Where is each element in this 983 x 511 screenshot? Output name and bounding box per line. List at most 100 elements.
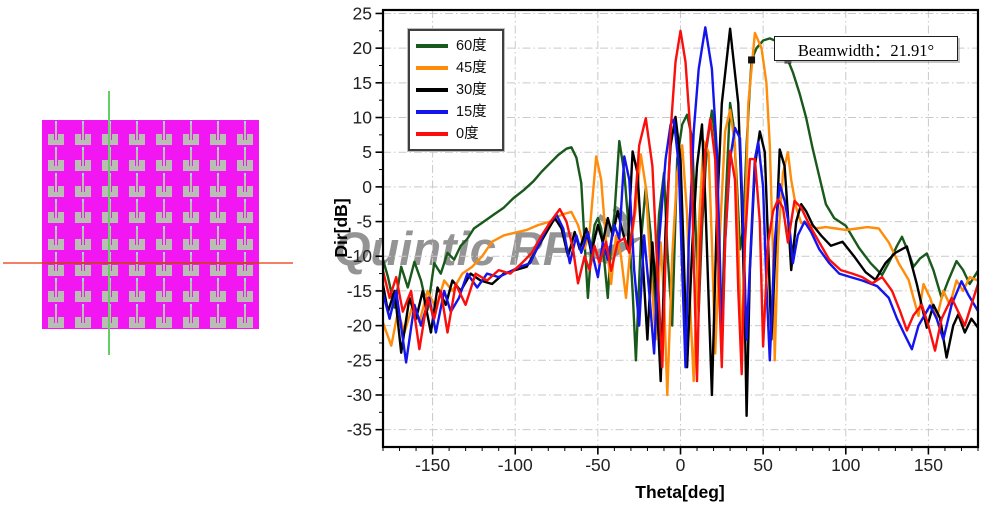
- patch-element: [178, 146, 205, 172]
- y-tick-label: 5: [362, 142, 372, 162]
- patch-element: [232, 225, 259, 251]
- legend-item: 30度: [416, 83, 496, 98]
- patch-element: [151, 251, 178, 277]
- y-tick-label: 15: [353, 73, 372, 93]
- y-tick-label: -30: [347, 385, 373, 405]
- x-axis-title: Theta[deg]: [635, 482, 724, 502]
- patch-element: [205, 120, 232, 146]
- patch-element: [123, 120, 150, 146]
- patch-element: [232, 172, 259, 198]
- patch-element: [232, 251, 259, 277]
- y-tick-label: -20: [347, 316, 373, 336]
- patch-element: [178, 277, 205, 303]
- patch-element: [123, 225, 150, 251]
- patch-element: [232, 303, 259, 329]
- y-tick-label: -10: [347, 246, 373, 266]
- curve-0度: [383, 29, 978, 383]
- y-tick-label: -15: [347, 281, 372, 301]
- patch-element: [69, 120, 96, 146]
- patch-element: [178, 198, 205, 224]
- patch-element: [178, 172, 205, 198]
- watermark-text: Quintic RF: [334, 222, 572, 275]
- legend-swatch: [416, 110, 448, 114]
- legend-swatch: [416, 66, 448, 70]
- patch-element: [232, 277, 259, 303]
- patch-element: [178, 251, 205, 277]
- legend-item: 45度: [416, 61, 496, 76]
- beamwidth-annotation: Beamwidth：21.91°: [774, 36, 958, 61]
- x-tick-label: -100: [498, 455, 533, 475]
- patch-element: [69, 303, 96, 329]
- patch-element: [42, 120, 69, 146]
- patch-element: [151, 120, 178, 146]
- beamwidth-marker: [748, 56, 756, 64]
- patch-element: [178, 225, 205, 251]
- patch-element: [42, 172, 69, 198]
- y-tick-label: 10: [353, 108, 373, 128]
- x-tick-label: 50: [753, 455, 773, 475]
- y-axis-title: Dir[dB]: [331, 198, 351, 257]
- patch-element: [123, 198, 150, 224]
- legend-swatch: [416, 132, 448, 136]
- array-substrate: [42, 120, 259, 329]
- patch-element: [69, 251, 96, 277]
- x-tick-label: -50: [585, 455, 611, 475]
- y-tick-label: -25: [347, 350, 372, 370]
- patch-element: [69, 198, 96, 224]
- patch-element: [42, 303, 69, 329]
- patch-element: [42, 225, 69, 251]
- patch-element: [123, 146, 150, 172]
- patch-element: [205, 198, 232, 224]
- patch-element: [151, 303, 178, 329]
- legend-item: 60度: [416, 39, 496, 54]
- x-tick-label: 100: [831, 455, 860, 475]
- patch-element: [205, 277, 232, 303]
- patch-element: [123, 172, 150, 198]
- patch-element: [42, 198, 69, 224]
- patch-element: [205, 146, 232, 172]
- patch-element: [123, 277, 150, 303]
- curve-45度: [383, 31, 978, 397]
- legend-swatch: [416, 88, 448, 92]
- radiation-pattern-chart: -150 -100 -50 0 50 100 1502520151050-5-10-15-2…: [331, 3, 980, 502]
- patch-element: [69, 225, 96, 251]
- patch-element: [178, 303, 205, 329]
- y-tick-label: -5: [356, 212, 372, 232]
- y-tick-label: 0: [362, 177, 372, 197]
- patch-element: [151, 172, 178, 198]
- legend-label: 30度: [456, 81, 487, 98]
- patch-element: [42, 277, 69, 303]
- patch-element: [151, 277, 178, 303]
- legend-label: 60度: [456, 37, 487, 54]
- patch-element: [69, 172, 96, 198]
- patch-element: [69, 146, 96, 172]
- patch-element: [205, 225, 232, 251]
- x-tick-label: 150: [914, 455, 943, 475]
- y-tick-label: -35: [347, 420, 372, 440]
- patch-element: [42, 146, 69, 172]
- patch-element: [232, 146, 259, 172]
- patch-element: [205, 172, 232, 198]
- patch-element: [151, 198, 178, 224]
- patch-element: [178, 120, 205, 146]
- patch-element: [151, 146, 178, 172]
- x-tick-label: -150: [415, 455, 450, 475]
- patch-element: [151, 225, 178, 251]
- patch-element: [69, 277, 96, 303]
- patch-element: [205, 251, 232, 277]
- legend-item: 0度: [416, 127, 496, 142]
- curve-15度: [383, 26, 978, 369]
- legend: 60度 45度 30度 15度 0度: [407, 28, 505, 152]
- x-axis-line-over-board: [42, 262, 259, 264]
- legend-item: 15度: [416, 105, 496, 120]
- patch-element: [42, 251, 69, 277]
- patch-element: [123, 251, 150, 277]
- patch-element: [205, 303, 232, 329]
- y-axis-line: [108, 91, 110, 355]
- legend-label: 45度: [456, 59, 487, 76]
- y-tick-label: 25: [353, 3, 372, 23]
- legend-label: 0度: [456, 125, 479, 142]
- patch-element: [232, 120, 259, 146]
- y-tick-label: 20: [353, 38, 373, 58]
